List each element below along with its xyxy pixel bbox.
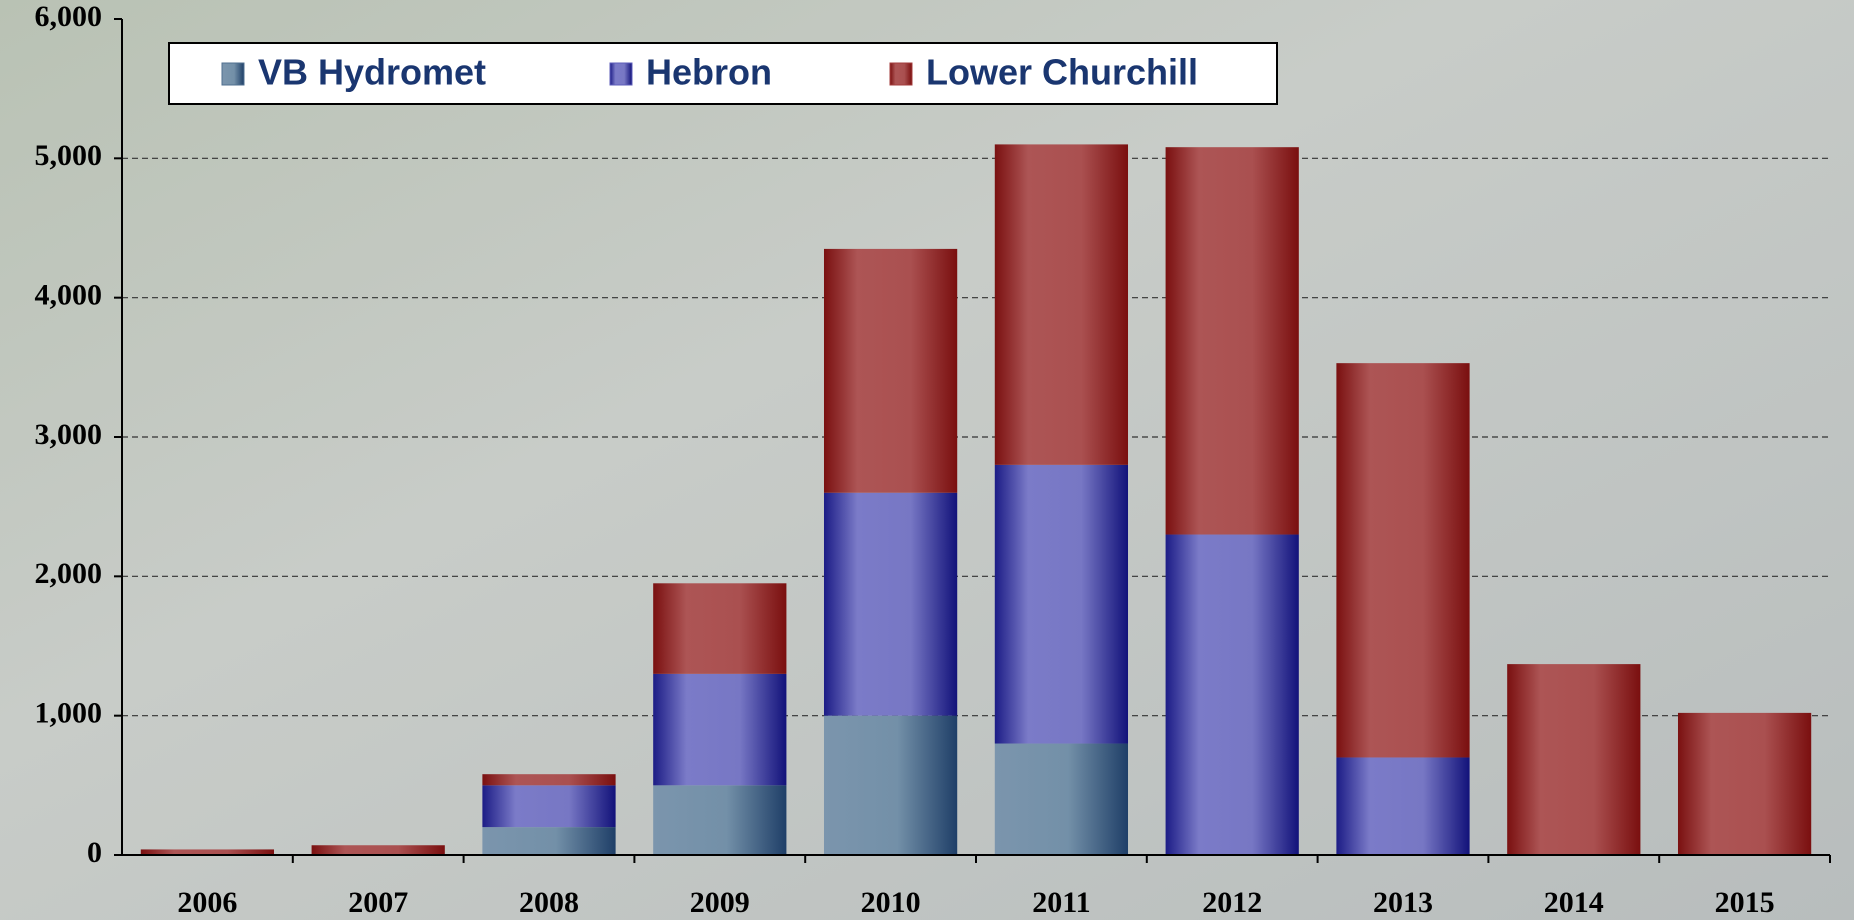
legend-label: Lower Churchill	[926, 52, 1198, 93]
legend-swatch	[890, 63, 912, 85]
x-tick-label: 2014	[1544, 886, 1604, 919]
bar-segment	[1336, 363, 1469, 757]
y-tick-label: 5,000	[35, 139, 103, 172]
chart: 0 1,000 2,000 3,000 4,000 5,000 6,000 2006 2007 2…	[0, 0, 1854, 920]
bar-segment	[824, 716, 957, 855]
x-tick-label: 2015	[1715, 886, 1775, 919]
legend-swatch	[610, 63, 632, 85]
x-tick-label: 2010	[861, 886, 921, 919]
y-tick-label: 2,000	[35, 557, 103, 590]
y-tick-label: 6,000	[35, 0, 103, 33]
bar-segment	[653, 785, 786, 855]
bar-segment	[824, 249, 957, 493]
y-tick-label: 1,000	[35, 697, 103, 730]
y-tick-label: 0	[87, 836, 102, 869]
bar-segment	[482, 785, 615, 827]
page: 0 1,000 2,000 3,000 4,000 5,000 6,000 2006 2007 2…	[0, 0, 1854, 920]
bar-segment	[312, 845, 445, 855]
x-tick-label: 2012	[1202, 886, 1262, 919]
bar-segment	[995, 144, 1128, 464]
bar-segment	[482, 827, 615, 855]
bar-segment	[1678, 713, 1811, 855]
y-tick-label: 3,000	[35, 418, 103, 451]
bar-segment	[653, 583, 786, 674]
bar-segment	[824, 493, 957, 716]
bar-segment	[1507, 664, 1640, 855]
bar-segment	[995, 744, 1128, 855]
legend-entries: VB Hydromet Hebron Lower Churchill	[222, 52, 1198, 93]
bar-segment	[482, 774, 615, 785]
bar-segment	[1336, 757, 1469, 855]
x-tick-label: 2008	[519, 886, 579, 919]
x-tick-label: 2013	[1373, 886, 1433, 919]
bar-segment	[995, 465, 1128, 744]
legend-label: VB Hydromet	[258, 52, 486, 93]
bar-segment	[1166, 147, 1299, 534]
x-tick-label: 2009	[690, 886, 750, 919]
bar-segment	[653, 674, 786, 785]
bar-segment	[1166, 535, 1299, 855]
x-tick-label: 2006	[177, 886, 237, 919]
legend-swatch	[222, 63, 244, 85]
legend-label: Hebron	[646, 52, 772, 93]
y-tick-label: 4,000	[35, 279, 103, 312]
x-tick-label: 2007	[348, 886, 408, 919]
x-tick-label: 2011	[1032, 886, 1090, 919]
